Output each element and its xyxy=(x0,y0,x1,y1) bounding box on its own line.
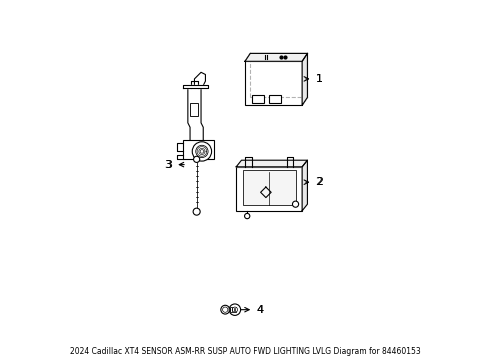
Text: 2: 2 xyxy=(316,177,323,187)
Circle shape xyxy=(196,145,208,158)
Circle shape xyxy=(229,304,241,315)
Circle shape xyxy=(192,142,212,161)
Circle shape xyxy=(245,213,250,219)
Circle shape xyxy=(222,307,228,312)
Bar xyxy=(236,167,302,211)
Circle shape xyxy=(232,307,238,312)
Polygon shape xyxy=(245,53,307,61)
FancyBboxPatch shape xyxy=(245,61,302,105)
Circle shape xyxy=(293,201,298,207)
Text: 1: 1 xyxy=(304,74,322,84)
Bar xyxy=(243,170,295,206)
Text: 3: 3 xyxy=(166,159,184,170)
Text: 2: 2 xyxy=(304,177,322,187)
Polygon shape xyxy=(302,160,307,211)
Bar xyxy=(191,103,198,116)
Circle shape xyxy=(221,305,230,314)
Polygon shape xyxy=(302,53,307,105)
Bar xyxy=(183,140,214,159)
Polygon shape xyxy=(183,85,208,88)
Text: 2024 Cadillac XT4 SENSOR ASM-RR SUSP AUTO FWD LIGHTING LVLG Diagram for 84460153: 2024 Cadillac XT4 SENSOR ASM-RR SUSP AUT… xyxy=(70,347,420,356)
Bar xyxy=(251,95,264,103)
Text: 4: 4 xyxy=(257,305,264,315)
Circle shape xyxy=(194,156,200,162)
Text: 3: 3 xyxy=(165,159,172,170)
Text: 1: 1 xyxy=(316,74,323,84)
Text: 4: 4 xyxy=(241,305,263,315)
Circle shape xyxy=(200,150,204,153)
Bar xyxy=(230,307,236,312)
Polygon shape xyxy=(236,160,307,167)
Circle shape xyxy=(193,208,200,215)
Bar xyxy=(269,95,281,103)
